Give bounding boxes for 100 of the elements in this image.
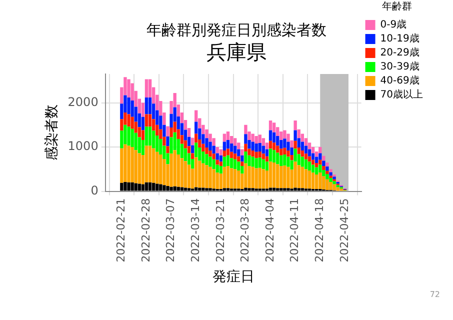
bar (127, 126, 130, 146)
bar (127, 97, 130, 114)
bar (208, 188, 212, 191)
bar (205, 138, 208, 148)
bar (237, 170, 240, 189)
bar (144, 114, 148, 127)
bar (212, 169, 216, 189)
bar (219, 155, 222, 162)
bar (300, 134, 304, 142)
bar (162, 158, 166, 186)
bar (226, 140, 230, 149)
bar (326, 174, 329, 180)
bar (272, 122, 276, 132)
bar (329, 169, 332, 172)
bar (219, 149, 222, 156)
bar (144, 97, 148, 114)
y-tick-label: 1000 (68, 139, 98, 154)
bar (280, 140, 283, 149)
bar (180, 158, 184, 188)
bar (286, 150, 290, 157)
bar (148, 126, 152, 146)
bar (268, 148, 272, 162)
bar (233, 154, 237, 160)
bar (208, 134, 212, 142)
bar (268, 188, 272, 191)
legend-label: 30-39歳 (380, 60, 420, 73)
bar (304, 146, 308, 154)
bar (280, 166, 283, 188)
bar (176, 186, 180, 191)
bar (230, 136, 234, 144)
bar (265, 162, 269, 170)
bar (283, 188, 286, 191)
bar (166, 146, 170, 154)
bar (280, 155, 283, 166)
bar (251, 134, 254, 142)
bar (170, 186, 173, 191)
bar (248, 188, 251, 191)
x-tick-label: 2022-04-11 (288, 198, 302, 262)
bar (156, 152, 159, 184)
bar (300, 188, 304, 191)
bar (272, 142, 276, 150)
legend-title: 年齢群 (382, 0, 412, 13)
bar (286, 188, 290, 191)
bar (152, 182, 156, 191)
bar (318, 147, 322, 154)
text: 72 (430, 290, 440, 299)
bar (173, 132, 176, 150)
legend-label: 10-19歳 (380, 32, 420, 45)
bar (230, 158, 234, 168)
bar (208, 142, 212, 151)
bar (159, 184, 162, 191)
bar (148, 146, 152, 182)
bar (144, 182, 148, 191)
bar (198, 188, 202, 191)
legend-label: 40-69歳 (380, 74, 420, 87)
bar (187, 188, 191, 191)
legend-label: 0-9歳 (380, 18, 407, 31)
bar (180, 187, 184, 191)
bar (244, 163, 248, 188)
bar (222, 142, 226, 151)
bar (248, 155, 251, 166)
bar (276, 164, 280, 188)
bar (202, 163, 205, 188)
bar (134, 183, 138, 191)
bar (283, 148, 286, 155)
bar (326, 179, 329, 190)
bar (268, 140, 272, 149)
bar (230, 143, 234, 152)
bar (202, 151, 205, 164)
bar (311, 164, 315, 173)
bar (314, 162, 318, 168)
bar (159, 139, 162, 155)
bar (240, 162, 244, 166)
bar (254, 158, 258, 168)
bar (194, 187, 198, 191)
bar (318, 153, 322, 160)
bar (251, 142, 254, 151)
bar (138, 137, 141, 154)
bar (304, 169, 308, 189)
bar (194, 157, 198, 188)
bar (283, 130, 286, 139)
bar (222, 150, 226, 157)
bar (184, 148, 188, 162)
bar (300, 150, 304, 157)
bar (233, 138, 237, 146)
bar (314, 167, 318, 174)
bar (166, 126, 170, 136)
bar (286, 166, 290, 188)
bar (297, 165, 300, 188)
bar (127, 146, 130, 182)
bar (283, 138, 286, 148)
bar (152, 130, 156, 148)
bar (254, 152, 258, 158)
bar (268, 162, 272, 188)
bar (170, 154, 173, 187)
bar (127, 79, 130, 98)
bar (212, 154, 216, 160)
bar (162, 185, 166, 191)
bar (212, 159, 216, 170)
bar (258, 143, 262, 152)
